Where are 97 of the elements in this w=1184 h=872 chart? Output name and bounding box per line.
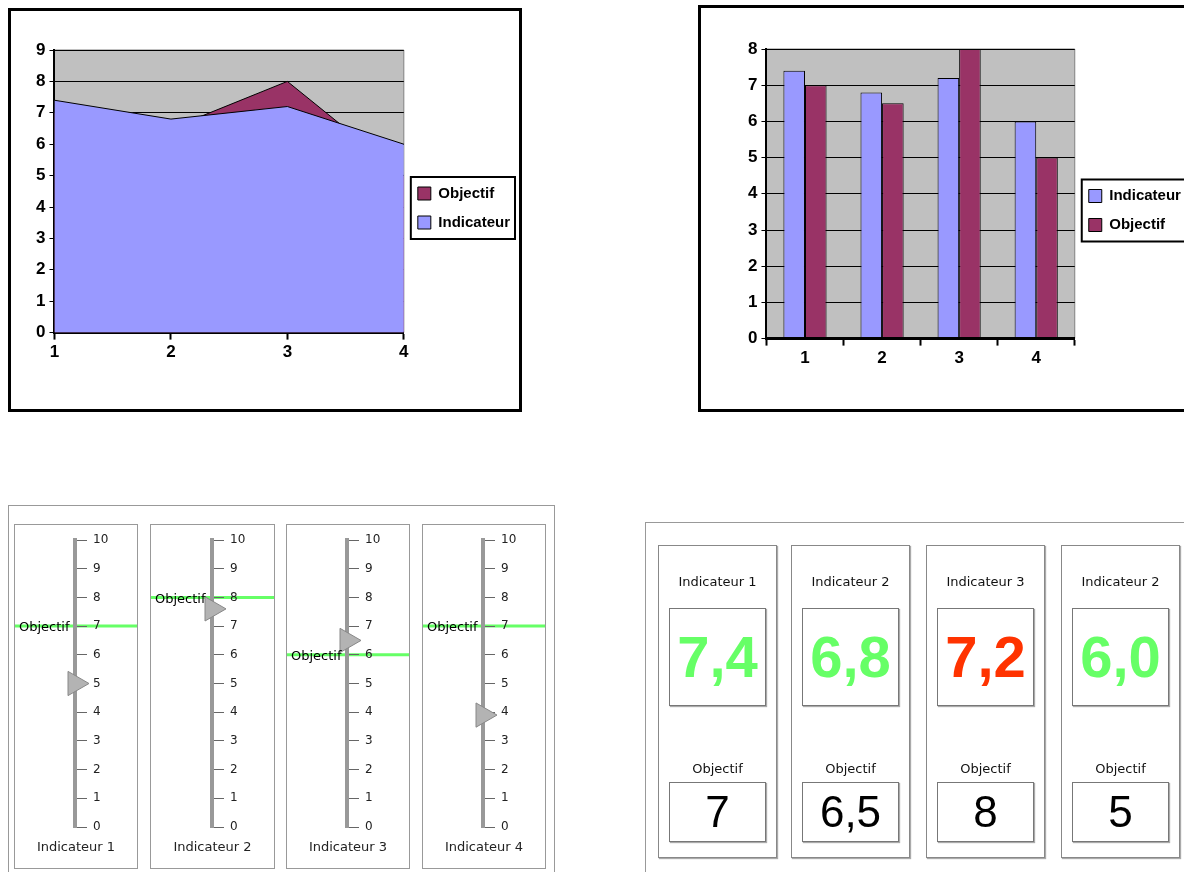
y-tick-label: 6 bbox=[501, 646, 509, 661]
y-tick-label: 1 bbox=[365, 790, 373, 805]
y-tick-label: 1 bbox=[747, 292, 758, 312]
y-tick-label: 5 bbox=[35, 165, 46, 185]
legend-label: Indicateur bbox=[438, 212, 511, 230]
y-tick-label: 0 bbox=[747, 328, 758, 348]
y-tick-label: 5 bbox=[365, 675, 373, 690]
y-tick-label: 2 bbox=[747, 255, 758, 275]
y-tick-label: 2 bbox=[230, 761, 238, 776]
y-tick-label: 4 bbox=[365, 704, 373, 719]
y-tick-label: 8 bbox=[230, 589, 238, 604]
y-tick-label: 1 bbox=[35, 290, 46, 310]
y-tick-label: 3 bbox=[501, 733, 509, 748]
y-tick-label: 1 bbox=[93, 790, 101, 805]
y-tick-label: 3 bbox=[747, 219, 758, 239]
y-tick-label: 8 bbox=[365, 589, 373, 604]
y-tick-label: 9 bbox=[501, 560, 509, 575]
y-tick-label: 9 bbox=[35, 39, 46, 59]
y-tick-label: 6 bbox=[747, 111, 758, 131]
y-tick-label: 7 bbox=[35, 102, 46, 122]
y-tick-label: 6 bbox=[365, 646, 373, 661]
y-tick-label: 7 bbox=[230, 618, 238, 633]
x-axis-title: Indicateur 2 bbox=[173, 839, 252, 855]
data-label: 8 bbox=[937, 782, 1034, 842]
y-tick-label: 4 bbox=[230, 704, 238, 719]
x-tick-label: 2 bbox=[877, 348, 887, 368]
x-tick-label: 1 bbox=[800, 348, 810, 368]
category-label: Indicateur 2 bbox=[810, 574, 891, 589]
y-tick-label: 8 bbox=[35, 71, 46, 91]
x-tick-label: 1 bbox=[49, 342, 60, 362]
legend-label: Indicateur bbox=[1109, 186, 1182, 204]
y-tick-label: 8 bbox=[747, 38, 758, 58]
x-tick-label: 4 bbox=[399, 342, 410, 362]
y-tick-label: 0 bbox=[35, 322, 46, 342]
y-tick-label: 4 bbox=[93, 704, 101, 719]
y-tick-label: 6 bbox=[230, 646, 238, 661]
x-axis-title: Indicateur 4 bbox=[444, 839, 524, 855]
y-tick-label: 8 bbox=[501, 589, 509, 604]
ref-line-label: Objectif bbox=[427, 619, 478, 635]
x-tick-label: 3 bbox=[954, 348, 964, 368]
y-tick-label: 2 bbox=[365, 761, 373, 776]
text: Objectif bbox=[960, 761, 1011, 776]
x-axis-title: Indicateur 3 bbox=[308, 839, 388, 855]
y-tick-label: 8 bbox=[93, 589, 101, 604]
ref-line-label: Objectif bbox=[291, 648, 342, 664]
y-tick-label: 0 bbox=[230, 819, 238, 834]
data-label: 6,8 bbox=[802, 608, 899, 706]
y-tick-label: 10 bbox=[230, 532, 246, 547]
text: Objectif bbox=[1095, 761, 1146, 776]
category-label: Indicateur 1 bbox=[677, 574, 758, 589]
x-tick-label: 2 bbox=[166, 342, 176, 362]
y-tick-label: 6 bbox=[93, 646, 101, 661]
y-tick-label: 4 bbox=[35, 196, 46, 216]
data-label: 7,2 bbox=[937, 608, 1034, 706]
data-label: 6,5 bbox=[802, 782, 899, 842]
y-tick-label: 3 bbox=[35, 228, 46, 248]
y-tick-label: 5 bbox=[747, 147, 758, 167]
y-tick-label: 10 bbox=[501, 532, 517, 547]
data-label: 7,4 bbox=[669, 608, 766, 706]
text: Objectif bbox=[825, 761, 876, 776]
category-label: Indicateur 3 bbox=[945, 574, 1026, 589]
y-tick-label: 4 bbox=[501, 704, 509, 719]
y-tick-label: 3 bbox=[230, 733, 238, 748]
y-tick-label: 9 bbox=[93, 560, 101, 575]
legend-label: Objectif bbox=[691, 761, 744, 776]
legend-label: Objectif bbox=[1109, 215, 1167, 233]
y-tick-label: 7 bbox=[501, 618, 509, 633]
y-tick-label: 0 bbox=[501, 819, 509, 834]
y-tick-label: 5 bbox=[93, 675, 101, 690]
y-tick-label: 7 bbox=[365, 618, 373, 633]
y-tick-label: 7 bbox=[93, 618, 101, 633]
y-tick-label: 4 bbox=[747, 183, 758, 203]
y-tick-label: 1 bbox=[501, 790, 509, 805]
category-label: Indicateur 2 bbox=[1080, 574, 1161, 589]
y-tick-label: 2 bbox=[501, 761, 509, 776]
y-tick-label: 2 bbox=[93, 761, 101, 776]
x-axis-title: Indicateur 1 bbox=[36, 839, 116, 855]
y-tick-label: 2 bbox=[35, 259, 46, 279]
y-tick-label: 7 bbox=[747, 74, 758, 94]
y-tick-label: 1 bbox=[230, 790, 238, 805]
y-tick-label: 5 bbox=[501, 675, 509, 690]
y-tick-label: 3 bbox=[93, 733, 101, 748]
y-tick-label: 0 bbox=[365, 819, 373, 834]
y-tick-label: 5 bbox=[230, 675, 238, 690]
x-tick-label: 3 bbox=[282, 342, 293, 362]
y-tick-label: 9 bbox=[230, 560, 238, 575]
x-tick-label: 4 bbox=[1031, 348, 1042, 368]
data-label: 5 bbox=[1072, 782, 1169, 842]
y-tick-label: 10 bbox=[93, 532, 109, 547]
legend-label: Objectif bbox=[438, 183, 496, 201]
ref-line-label: Objectif bbox=[19, 619, 70, 635]
y-tick-label: 6 bbox=[35, 133, 46, 153]
data-label: 6,0 bbox=[1072, 608, 1169, 706]
y-tick-label: 3 bbox=[365, 733, 373, 748]
y-tick-label: 0 bbox=[93, 819, 101, 834]
y-tick-label: 9 bbox=[365, 560, 373, 575]
y-tick-label: 10 bbox=[365, 532, 381, 547]
